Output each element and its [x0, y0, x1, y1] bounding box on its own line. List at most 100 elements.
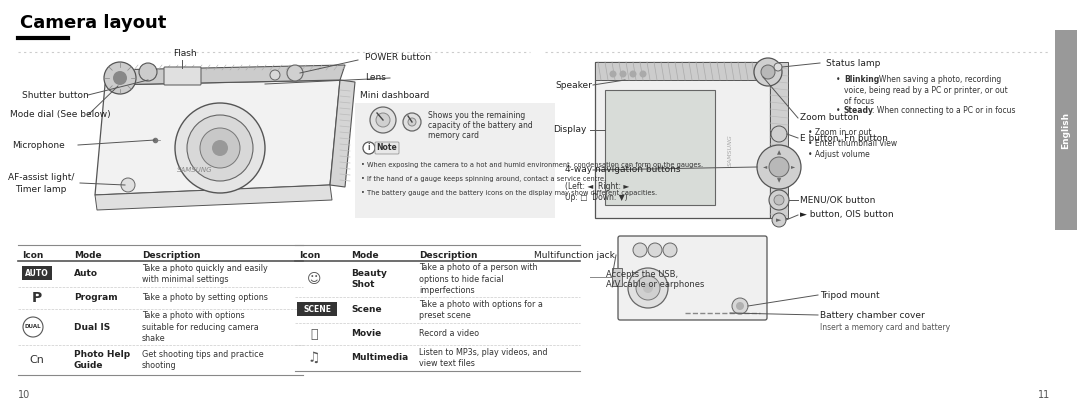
- Circle shape: [772, 213, 786, 227]
- Text: Icon: Icon: [299, 250, 321, 260]
- Text: Mode dial (See below): Mode dial (See below): [10, 110, 110, 120]
- Text: Microphone: Microphone: [12, 140, 65, 149]
- Text: MENU/OK button: MENU/OK button: [800, 195, 876, 204]
- Polygon shape: [330, 80, 355, 187]
- FancyBboxPatch shape: [618, 236, 767, 320]
- Text: Take a photo of a person with
options to hide facial
imperfections: Take a photo of a person with options to…: [419, 263, 538, 295]
- Circle shape: [633, 243, 647, 257]
- Text: Tripod mount: Tripod mount: [820, 291, 879, 300]
- Circle shape: [113, 71, 127, 85]
- Circle shape: [754, 58, 782, 86]
- Text: DUAL: DUAL: [25, 324, 41, 330]
- Text: Speaker: Speaker: [555, 81, 592, 90]
- Text: Take a photo with options for a
preset scene: Take a photo with options for a preset s…: [419, 300, 543, 320]
- Text: Dual IS: Dual IS: [75, 322, 110, 331]
- Text: Shows you the remaining: Shows you the remaining: [428, 111, 525, 120]
- Text: Shutter button: Shutter button: [22, 90, 89, 99]
- Text: 🎥: 🎥: [310, 328, 318, 341]
- Text: Description: Description: [419, 250, 477, 260]
- Text: • The battery gauge and the battery icons on the display may show different capa: • The battery gauge and the battery icon…: [361, 190, 657, 196]
- Circle shape: [732, 298, 748, 314]
- Text: ▼: ▼: [777, 179, 781, 184]
- Bar: [22, 266, 52, 280]
- Circle shape: [609, 70, 617, 77]
- Circle shape: [636, 276, 660, 300]
- Text: A/V cable or earphones: A/V cable or earphones: [606, 280, 704, 289]
- Text: Icon: Icon: [22, 250, 43, 260]
- Circle shape: [200, 128, 240, 168]
- Bar: [1055, 30, 1077, 230]
- Text: • Adjust volume: • Adjust volume: [808, 150, 869, 159]
- Text: Zoom button: Zoom button: [800, 114, 859, 123]
- Text: memory card: memory card: [428, 131, 480, 140]
- Text: of focus: of focus: [843, 97, 874, 106]
- FancyBboxPatch shape: [375, 142, 399, 154]
- Circle shape: [139, 63, 157, 81]
- Text: Listen to MP3s, play videos, and
view text files: Listen to MP3s, play videos, and view te…: [419, 348, 548, 368]
- Circle shape: [270, 70, 280, 80]
- Text: 11: 11: [1038, 390, 1050, 400]
- Text: SAMSUNG: SAMSUNG: [177, 167, 213, 173]
- Text: : When connecting to a PC or in focus: : When connecting to a PC or in focus: [872, 106, 1015, 115]
- Text: AF-assist light/: AF-assist light/: [8, 173, 75, 182]
- Text: ▲: ▲: [777, 151, 781, 155]
- Text: ☺: ☺: [307, 272, 321, 286]
- Text: • Zoom in or out: • Zoom in or out: [808, 128, 872, 137]
- Text: Description: Description: [141, 250, 201, 260]
- Circle shape: [627, 268, 669, 308]
- Circle shape: [757, 145, 801, 189]
- Bar: [605, 90, 715, 205]
- Text: P: P: [32, 291, 42, 305]
- Circle shape: [735, 302, 744, 310]
- Bar: [297, 302, 337, 316]
- Text: Take a photo quickly and easily
with minimal settings: Take a photo quickly and easily with min…: [141, 264, 268, 284]
- Text: Display: Display: [553, 125, 586, 134]
- Text: Steady: Steady: [843, 106, 874, 115]
- Text: Beauty
Shot: Beauty Shot: [351, 269, 387, 289]
- Text: SAMSUNG: SAMSUNG: [728, 134, 732, 166]
- Text: 4-way navigation buttons: 4-way navigation buttons: [565, 166, 680, 175]
- Circle shape: [370, 107, 396, 133]
- Text: (Left: ◄  Right: ►: (Left: ◄ Right: ►: [565, 182, 630, 191]
- Polygon shape: [95, 80, 340, 195]
- Text: ►: ►: [791, 164, 795, 169]
- Text: ◄: ◄: [762, 164, 767, 169]
- Text: Multifunction jack: Multifunction jack: [535, 250, 615, 260]
- Text: Movie: Movie: [351, 330, 381, 339]
- Text: • If the hand of a gauge keeps spinning around, contact a service centre.: • If the hand of a gauge keeps spinning …: [361, 176, 606, 182]
- Circle shape: [187, 115, 253, 181]
- Circle shape: [643, 283, 653, 293]
- Circle shape: [363, 142, 375, 154]
- Circle shape: [287, 65, 303, 81]
- Text: Note: Note: [377, 144, 397, 153]
- Bar: [355, 103, 555, 218]
- Circle shape: [774, 63, 782, 71]
- Circle shape: [121, 178, 135, 192]
- Text: Timer lamp: Timer lamp: [15, 186, 66, 195]
- Circle shape: [376, 113, 390, 127]
- Circle shape: [630, 70, 636, 77]
- Text: Mode: Mode: [75, 250, 102, 260]
- Text: ► button, OIS button: ► button, OIS button: [800, 210, 893, 219]
- Text: Multimedia: Multimedia: [351, 354, 408, 363]
- Circle shape: [774, 195, 784, 205]
- Circle shape: [212, 140, 228, 156]
- Text: E button, Fn button: E button, Fn button: [800, 133, 888, 142]
- Text: SCENE: SCENE: [303, 304, 330, 313]
- Text: Camera layout: Camera layout: [21, 14, 166, 32]
- Text: • When exposing the camera to a hot and humid environment, condensation can form: • When exposing the camera to a hot and …: [361, 162, 703, 168]
- Text: Up: □  Down: ▼): Up: □ Down: ▼): [565, 193, 627, 202]
- Bar: [595, 62, 770, 80]
- Circle shape: [639, 70, 647, 77]
- Text: Get shooting tips and practice
shooting: Get shooting tips and practice shooting: [141, 350, 264, 370]
- Text: ♫: ♫: [308, 351, 321, 365]
- Text: Program: Program: [75, 293, 118, 302]
- Polygon shape: [105, 65, 345, 85]
- Circle shape: [771, 126, 787, 142]
- Text: Status lamp: Status lamp: [826, 59, 880, 68]
- Text: POWER button: POWER button: [365, 53, 431, 63]
- Text: • Enter thumbnail view: • Enter thumbnail view: [808, 139, 897, 148]
- Text: Mini dashboard: Mini dashboard: [360, 92, 430, 101]
- Text: capacity of the battery and: capacity of the battery and: [428, 121, 532, 130]
- Text: Take a photo with options
suitable for reducing camera
shake: Take a photo with options suitable for r…: [141, 311, 259, 343]
